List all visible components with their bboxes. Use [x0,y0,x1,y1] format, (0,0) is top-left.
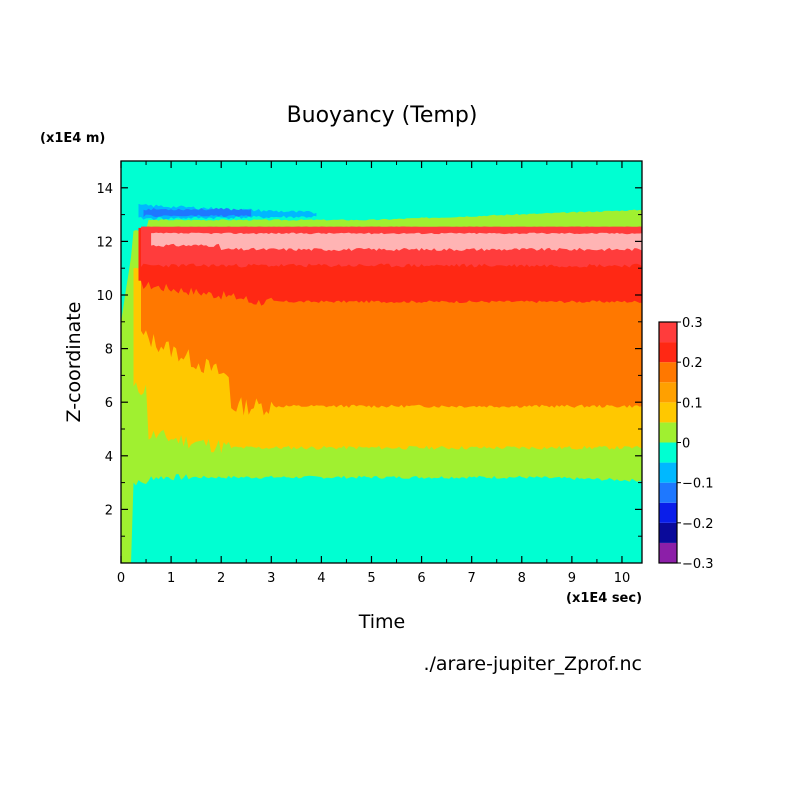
x-tick-label: 2 [217,571,225,586]
colorbar-swatch [659,402,677,423]
colorbar-label: 0 [682,437,690,452]
x-tick-label: 8 [518,571,526,586]
colorbar-label: −0.3 [682,557,714,572]
colorbar-swatch [659,502,677,523]
x-tick-label: 0 [117,571,125,586]
colorbar-label: 0.1 [682,396,703,411]
y-tick-label: 6 [105,396,113,411]
contour-fill [151,232,642,251]
x-tick-label: 9 [568,571,576,586]
colorbar-swatch [659,442,677,463]
plot-area [121,161,642,563]
colorbar-swatch [659,382,677,403]
y-axis: 2 4 6 8 10 12 14 [96,182,642,537]
colorbar-swatch [659,322,677,343]
y-tick-label: 2 [105,503,113,518]
colorbar-label: −0.1 [682,477,714,492]
colorbar-label: 0.3 [682,316,703,331]
colorbar-swatch [659,482,677,503]
y-tick-label: 4 [105,450,113,465]
y-unit-label: (x1E4 m) [40,131,105,146]
colorbar-swatch [659,362,677,383]
y-tick-label: 12 [96,235,113,250]
contour-fill [143,207,252,218]
x-axis-label: Time [358,611,406,633]
x-unit-label: (x1E4 sec) [566,591,642,606]
colorbar-label: −0.2 [682,517,714,532]
chart-title: Buoyancy (Temp) [287,103,478,128]
source-filename: ./arare-jupiter_Zprof.nc [423,653,642,675]
x-tick-label: 1 [167,571,175,586]
x-tick-label: 6 [417,571,425,586]
y-tick-label: 10 [96,289,113,304]
colorbar: 0.3 0.2 0.1 0 −0.1 −0.2 −0.3 [658,316,714,572]
x-tick-label: 3 [267,571,275,586]
colorbar-label: 0.2 [682,356,703,371]
x-tick-label: 7 [468,571,476,586]
x-tick-label: 10 [614,571,631,586]
plot-frame [120,160,643,564]
x-tick-label: 5 [367,571,375,586]
y-tick-label: 8 [105,343,113,358]
x-tick-label: 4 [317,571,325,586]
colorbar-swatch [659,422,677,443]
y-axis-label: Z-coordinate [63,302,85,423]
colorbar-swatch [659,462,677,483]
colorbar-swatch [659,522,677,543]
colorbar-swatch [659,542,677,563]
y-tick-label: 14 [96,182,113,197]
colorbar-swatch [659,342,677,363]
x-axis: 0 1 2 3 4 5 6 7 8 9 10 [117,161,630,586]
